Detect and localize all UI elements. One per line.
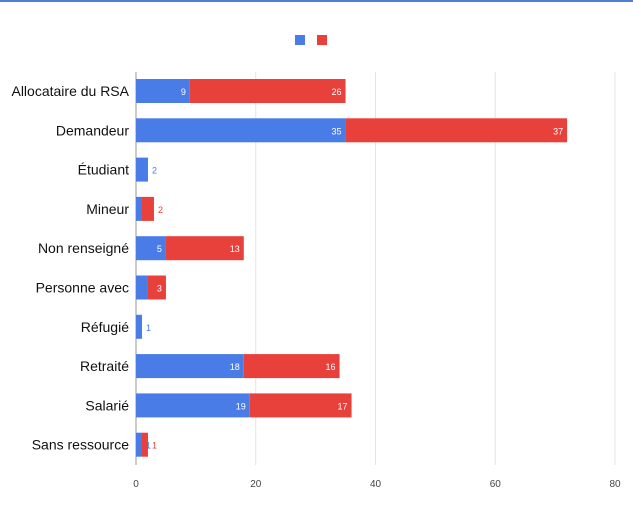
bar-segment <box>136 157 148 182</box>
category-label: Étudiant <box>78 162 129 178</box>
category-label: Retraité <box>80 358 129 374</box>
legend-swatch-1 <box>295 35 305 45</box>
bar-segment <box>165 236 244 261</box>
bar-segment <box>136 196 142 221</box>
bar-segment <box>141 432 148 457</box>
bar-segment <box>136 236 166 261</box>
data-label: 17 <box>338 401 348 411</box>
category-label: Mineur <box>86 201 129 217</box>
data-label: 9 <box>181 87 186 97</box>
x-tick-label: 80 <box>609 479 621 490</box>
bar-segment <box>243 354 340 379</box>
data-label: 16 <box>326 362 336 372</box>
legend-swatch-2 <box>317 35 327 45</box>
data-label: 19 <box>236 401 246 411</box>
category-label: Demandeur <box>56 122 129 138</box>
x-tick-label: 60 <box>490 479 502 490</box>
bar-segment <box>136 79 190 103</box>
bar-segment <box>136 118 346 143</box>
bars: 92635372125132311816191711 <box>136 79 568 457</box>
x-tick-label: 0 <box>133 479 139 490</box>
data-label: 26 <box>332 87 342 97</box>
data-label: 5 <box>157 244 162 254</box>
category-label: Allocataire du RSA <box>11 83 129 99</box>
bar-segment <box>147 275 166 300</box>
category-label: Sans ressource <box>32 437 129 453</box>
legend <box>295 35 327 45</box>
data-label: 37 <box>553 126 563 136</box>
bar-segment <box>136 354 244 379</box>
category-label: Personne avec <box>36 280 129 296</box>
data-label: 13 <box>230 244 240 254</box>
bar-segment <box>345 118 568 143</box>
bar-segment <box>249 393 352 418</box>
x-axis-ticks: 0 20 40 60 80 <box>133 479 621 490</box>
x-tick-label: 20 <box>250 479 262 490</box>
data-label: 2 <box>158 205 163 215</box>
data-label: 3 <box>157 284 162 294</box>
data-label: 35 <box>332 126 342 136</box>
bar-segment <box>136 432 142 457</box>
category-labels: Allocataire du RSA Demandeur Étudiant Mineu… <box>11 83 129 453</box>
x-tick-label: 40 <box>370 479 382 490</box>
data-label: 1 <box>146 441 151 451</box>
category-label: Salarié <box>85 397 129 413</box>
category-label: Non renseigné <box>38 240 129 256</box>
bar-segment <box>136 393 250 418</box>
bar-segment <box>136 275 148 300</box>
bar-segment <box>189 79 346 103</box>
data-label: 2 <box>152 166 157 176</box>
data-label: 1 <box>146 323 151 333</box>
bar-segment <box>141 196 154 221</box>
data-label: 18 <box>230 362 240 372</box>
category-label: Réfugié <box>81 319 129 335</box>
bar-segment <box>136 314 142 339</box>
data-label: 1 <box>152 441 157 451</box>
